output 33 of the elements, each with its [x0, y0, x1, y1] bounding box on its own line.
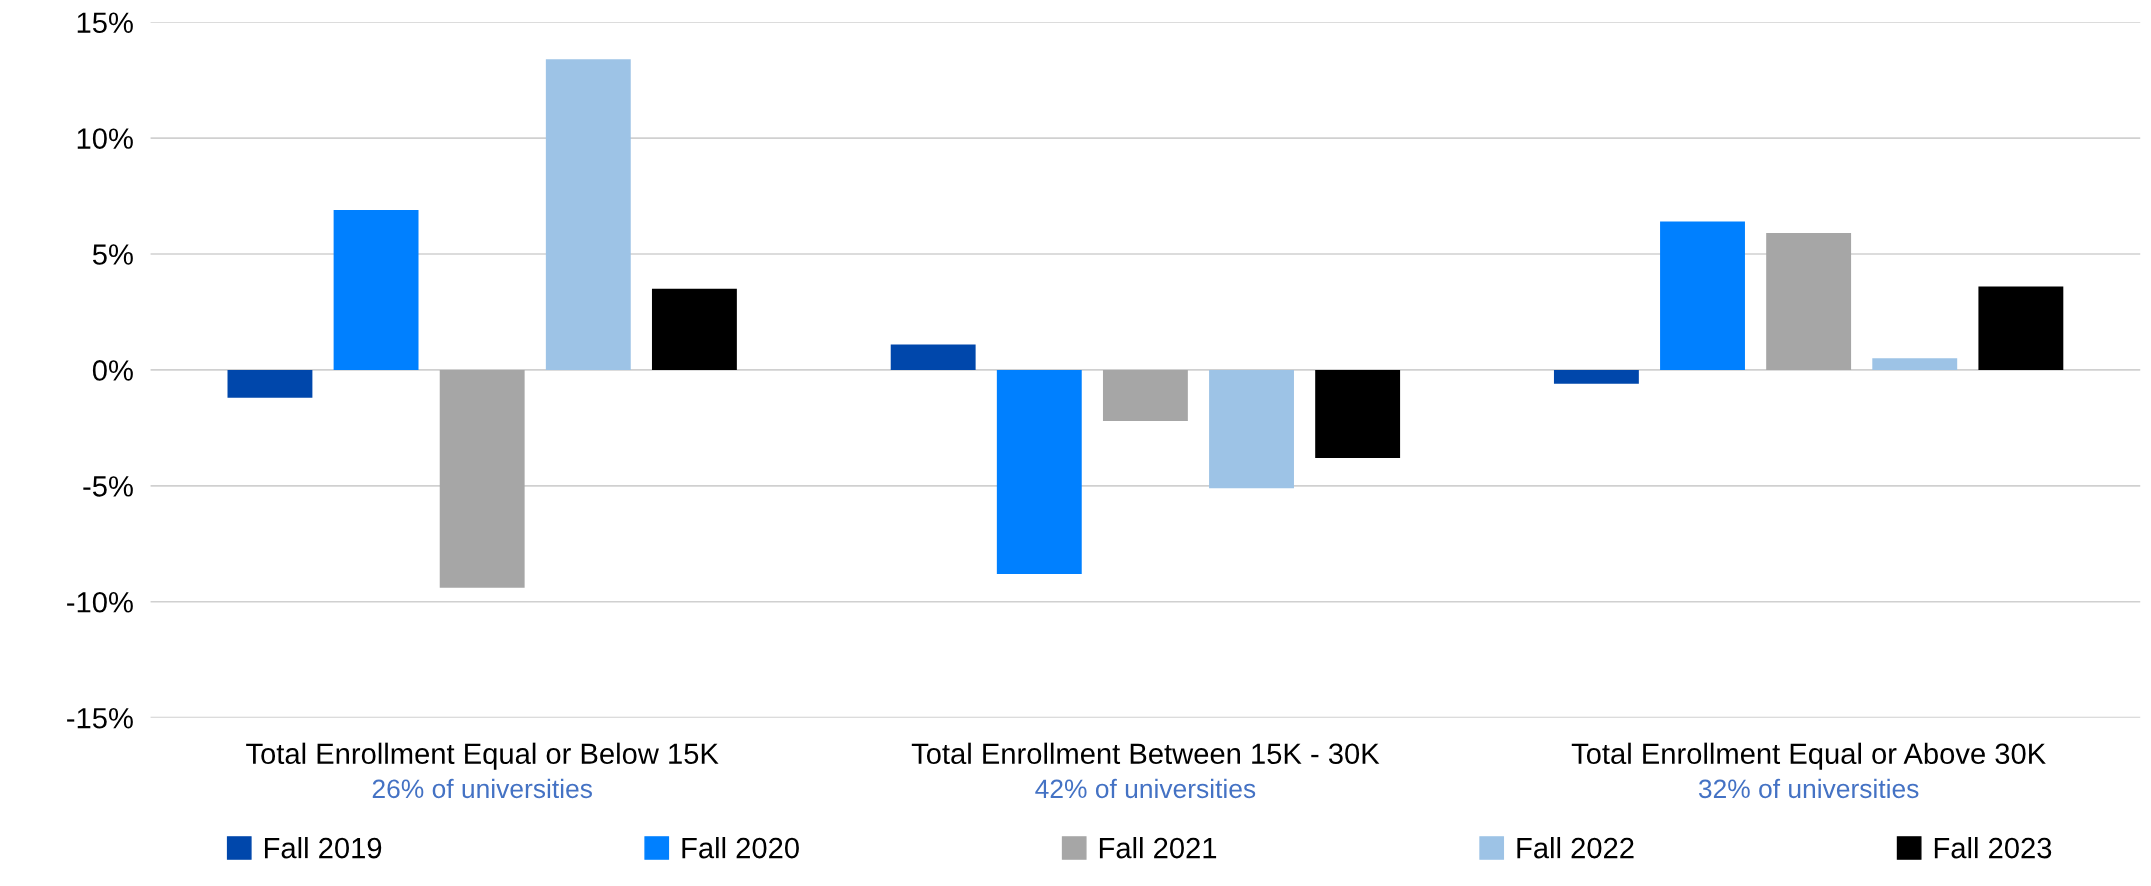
- x-tick-label: Total Enrollment Equal or Below 15K: [246, 742, 719, 770]
- bar: [227, 369, 313, 398]
- bar: [545, 59, 631, 370]
- y-tick-label: 5%: [92, 244, 133, 265]
- y-tick-label: 15%: [77, 12, 133, 34]
- bar: [1209, 369, 1294, 489]
- bar: [1315, 369, 1401, 458]
- legend-label: Fall 2022: [1517, 836, 1634, 859]
- bar: [651, 288, 737, 370]
- legend-label: Fall 2023: [1934, 836, 2052, 859]
- y-tick-label: 0%: [92, 360, 133, 381]
- text: 32% of universities: [1698, 778, 1919, 799]
- y-tick-label: -5%: [83, 476, 133, 497]
- bar: [1872, 358, 1958, 370]
- y-tick-label: 10%: [77, 128, 133, 149]
- x-tick-label: Total Enrollment Between 15K - 30K: [911, 742, 1380, 765]
- bar: [1978, 286, 2064, 370]
- x-tick-label: Total Enrollment Equal or Above 30K: [1571, 742, 2046, 770]
- text: 26% of universities: [372, 778, 592, 799]
- bar: [1102, 369, 1188, 421]
- legend-label: Fall 2019: [264, 836, 382, 859]
- bar: [890, 344, 976, 370]
- legend-label: Fall 2020: [682, 836, 799, 859]
- bar: [1660, 221, 1745, 370]
- bar: [996, 369, 1082, 574]
- y-tick-label: -10%: [67, 591, 133, 613]
- bar: [1766, 233, 1852, 370]
- legend-label: Fall 2021: [1099, 836, 1217, 859]
- bar: [333, 209, 419, 370]
- bar: [1553, 369, 1639, 384]
- y-tick-label: -15%: [67, 707, 133, 729]
- bar: [439, 369, 525, 588]
- text: 42% of universities: [1035, 778, 1256, 799]
